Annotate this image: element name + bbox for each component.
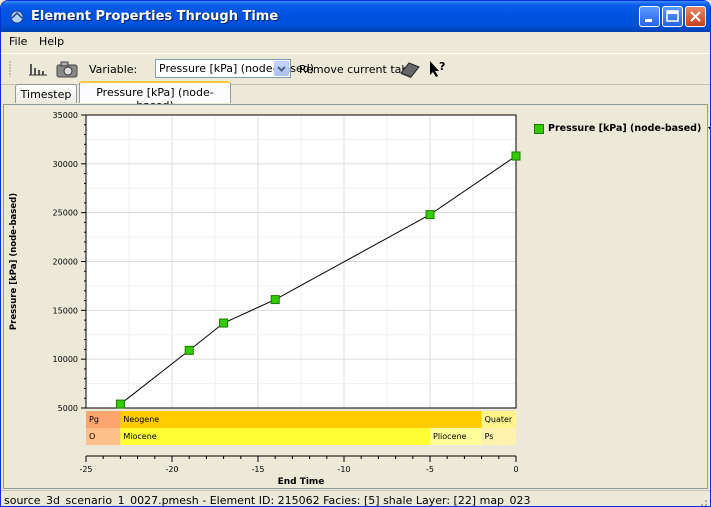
tab-strip: Timestep Pressure [kPa] (node-based) [1,81,710,112]
toolbar: Variable: Pressure [kPa] (node-based) Re… [1,53,710,85]
timescale-block [120,428,431,445]
x-tick-label: -20 [165,465,178,474]
variable-label: Variable: [89,63,138,76]
tab-timestep[interactable]: Timestep [15,84,77,103]
close-icon [690,11,701,22]
menu-help[interactable]: Help [39,35,65,48]
timescale-block [86,428,121,445]
remove-tab-button[interactable]: Remove current tab [299,63,409,76]
x-tick-label: -15 [251,465,264,474]
minimize-icon [645,19,652,22]
timescale-label: Miocene [123,432,156,441]
menu-file[interactable]: File [9,35,28,48]
app-icon [10,10,24,24]
timescale-label: Pg [89,415,99,424]
y-tick-label: 35000 [53,111,78,120]
timescale-block [120,411,482,428]
minimize-button[interactable] [639,6,660,27]
timescale-label: Ps [485,432,494,441]
timescale-label: Pliocene [433,432,467,441]
bar-chart-icon[interactable] [27,59,49,79]
x-tick-label: -25 [79,465,92,474]
close-button[interactable] [685,6,706,27]
window-title: Element Properties Through Time [31,9,279,24]
tab-pressure[interactable]: Pressure [kPa] (node-based) [79,81,231,112]
x-tick-label: 0 [513,465,518,474]
timescale-block [481,428,516,445]
variable-select-value: Pressure [kPa] (node-based) [159,62,315,75]
timescale-block [430,428,482,445]
y-tick-label: 15000 [53,306,78,315]
x-axis-label: End Time [278,477,325,487]
maximize-button[interactable] [662,6,683,27]
svg-text:?: ? [439,60,445,73]
maximize-icon [666,10,679,22]
x-tick-label: -5 [426,465,434,474]
data-point [184,345,194,355]
y-tick-label: 10000 [53,355,78,364]
data-point [511,151,521,161]
toolbar-grip-icon [9,61,11,77]
chart-legend[interactable]: Pressure [kPa] (node-based) [534,123,710,134]
data-point [425,210,435,220]
series-line [120,155,517,405]
menu-bar: File Help [1,32,710,52]
title-bar[interactable]: Element Properties Through Time [1,1,710,32]
y-axis-label: Pressure [kPa] (node-based) [9,193,19,330]
legend-dropdown-icon [707,126,710,130]
data-point [115,399,125,409]
camera-icon[interactable] [55,59,81,79]
chevron-down-icon [277,66,286,72]
status-bar: source_3d_scenario_1_0027.pmesh - Elemen… [1,490,710,507]
data-point [219,318,229,328]
timescale-label: Neogene [123,415,159,424]
y-tick-label: 20000 [53,258,78,267]
timescale-block [481,411,516,428]
status-text: source_3d_scenario_1_0027.pmesh - Elemen… [4,494,531,507]
data-point [270,295,280,305]
legend-label: Pressure [kPa] (node-based) [548,123,702,134]
legend-swatch [534,123,544,134]
x-tick-label: -10 [337,465,350,474]
timescale-label: O [89,432,95,441]
variable-select[interactable]: Pressure [kPa] (node-based) [155,59,314,78]
variable-select-dropdown-button[interactable] [274,61,289,76]
y-tick-label: 30000 [53,160,78,169]
resize-grip-icon[interactable] [696,495,708,507]
tab-timestep-label: Timestep [20,88,72,101]
eraser-icon[interactable] [397,59,423,79]
y-tick-label: 5000 [58,404,78,413]
y-tick-label: 25000 [53,209,78,218]
timescale-label: Quater [485,415,513,424]
chart-panel: 5000 10000 15000 20000 25000 30000 35000 Pressu… [3,104,710,489]
timescale-block [86,411,121,428]
pressure-chart: 5000 10000 15000 20000 25000 30000 35000 Pressu… [9,111,521,487]
help-cursor-icon[interactable]: ? [427,59,449,79]
